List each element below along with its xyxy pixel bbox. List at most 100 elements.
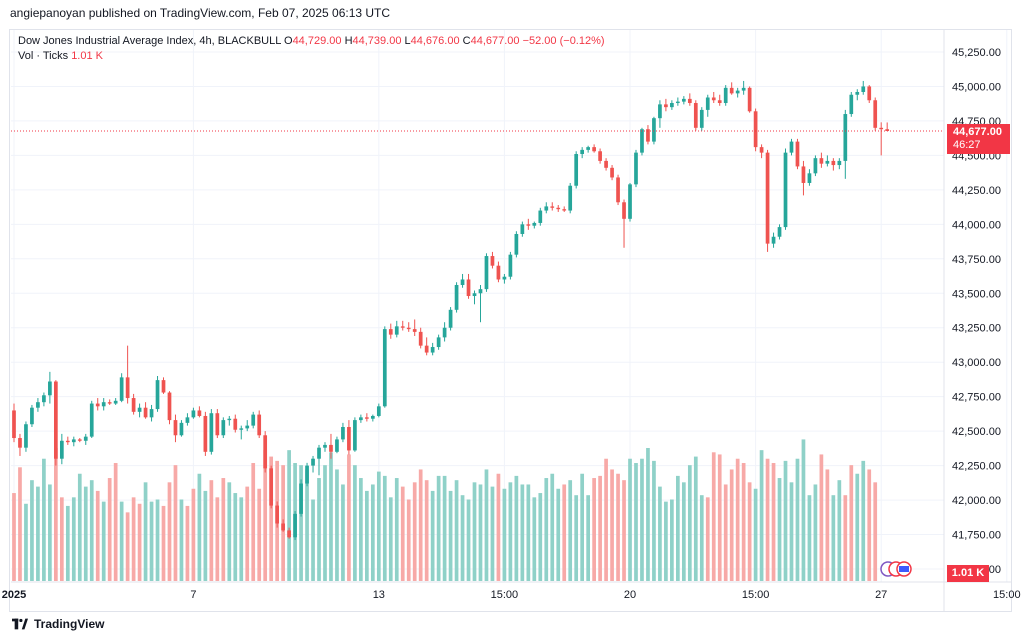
candle-body [113, 400, 118, 404]
volume-bar [699, 495, 704, 581]
candle-body [705, 97, 710, 110]
candle-body [48, 381, 52, 396]
candle-body [598, 151, 602, 161]
volume-bar [687, 465, 692, 581]
volume-bar [628, 458, 632, 581]
candle-body [173, 420, 178, 436]
open-label: O [284, 35, 293, 47]
candle-body [209, 413, 214, 452]
candle [592, 144, 596, 153]
candle-body [747, 87, 752, 112]
x-tick-label: 15:00 [993, 589, 1021, 601]
candle-body [652, 118, 656, 142]
close-value: 44,677.00 [470, 35, 520, 47]
chart-frame[interactable] [9, 29, 1012, 612]
volume-bar [335, 469, 339, 581]
candle [83, 433, 88, 445]
volume-bar [36, 486, 40, 581]
candle-body [131, 398, 136, 412]
symbol-legend[interactable]: Dow Jones Industrial Average Index, 4h, … [18, 35, 605, 47]
volume-bar [634, 463, 638, 581]
candle-body [71, 439, 76, 443]
candle-body [681, 98, 686, 102]
candle-body [347, 426, 351, 451]
volume-bar [526, 484, 531, 581]
volume-bar [861, 460, 866, 581]
candle-body [478, 289, 483, 294]
candle [101, 398, 106, 411]
candle-body [711, 97, 716, 101]
candle-body [388, 329, 393, 335]
volume-bar [30, 480, 34, 581]
footer-brand[interactable]: TradingView [12, 617, 104, 631]
volume-bar [448, 490, 453, 581]
candle-body [664, 104, 668, 108]
volume-legend[interactable]: Vol · Ticks 1.01 K [18, 50, 103, 62]
volume-bar [71, 497, 76, 581]
candle-body [436, 337, 441, 348]
volume-bar [42, 458, 46, 581]
y-tick-label: 43,000.00 [952, 357, 1001, 369]
candle-body [873, 100, 878, 128]
candle-body [191, 410, 196, 418]
candle [831, 158, 836, 171]
volume-bar [77, 473, 82, 581]
volume-bar [478, 484, 483, 581]
candle [849, 91, 854, 117]
volume-bar [376, 471, 381, 581]
volume-bar [777, 478, 782, 581]
candle [514, 231, 519, 258]
candle [699, 107, 704, 131]
candle-body [723, 87, 728, 104]
candle [628, 182, 632, 222]
volume-bar [119, 501, 124, 581]
candle [293, 511, 297, 541]
volume-bar [843, 495, 848, 581]
y-tick-label: 41,750.00 [952, 530, 1001, 542]
candle [520, 221, 525, 237]
volume-bar [113, 463, 118, 581]
candle [65, 436, 70, 445]
candle [544, 202, 549, 214]
candle-body [831, 160, 836, 166]
candle [490, 251, 495, 269]
candle [843, 109, 848, 179]
candle-body [484, 256, 489, 290]
volume-bar [263, 450, 268, 581]
volume-bar [400, 486, 405, 581]
volume-bar [137, 503, 142, 581]
volume-bar [616, 473, 620, 581]
volume-bar [604, 458, 608, 581]
candle [807, 169, 812, 186]
candle [484, 253, 489, 292]
candle [747, 86, 752, 113]
candle-body [729, 87, 734, 94]
candle [819, 152, 824, 168]
candle-body [490, 256, 495, 266]
volume-bar [532, 497, 537, 581]
candle [430, 342, 435, 356]
candle [418, 327, 423, 349]
volume-bar [359, 478, 363, 581]
volume-bar [813, 484, 818, 581]
volume-bar [729, 469, 734, 581]
candle [382, 326, 387, 408]
candle-body [658, 104, 662, 119]
candle [472, 290, 477, 305]
candle-body [185, 417, 190, 423]
candle-body [406, 327, 411, 330]
candle-body [640, 129, 644, 153]
candle-body [646, 129, 650, 142]
volume-bar [209, 480, 214, 581]
candle [717, 94, 722, 106]
candle [209, 409, 214, 455]
candle [574, 151, 579, 189]
candle-body [203, 415, 208, 452]
y-tick-label: 45,250.00 [952, 47, 1001, 59]
candle [179, 420, 184, 437]
candle-body [36, 402, 40, 408]
candle [741, 80, 746, 95]
volume-bar [753, 488, 758, 581]
candle [251, 411, 256, 429]
